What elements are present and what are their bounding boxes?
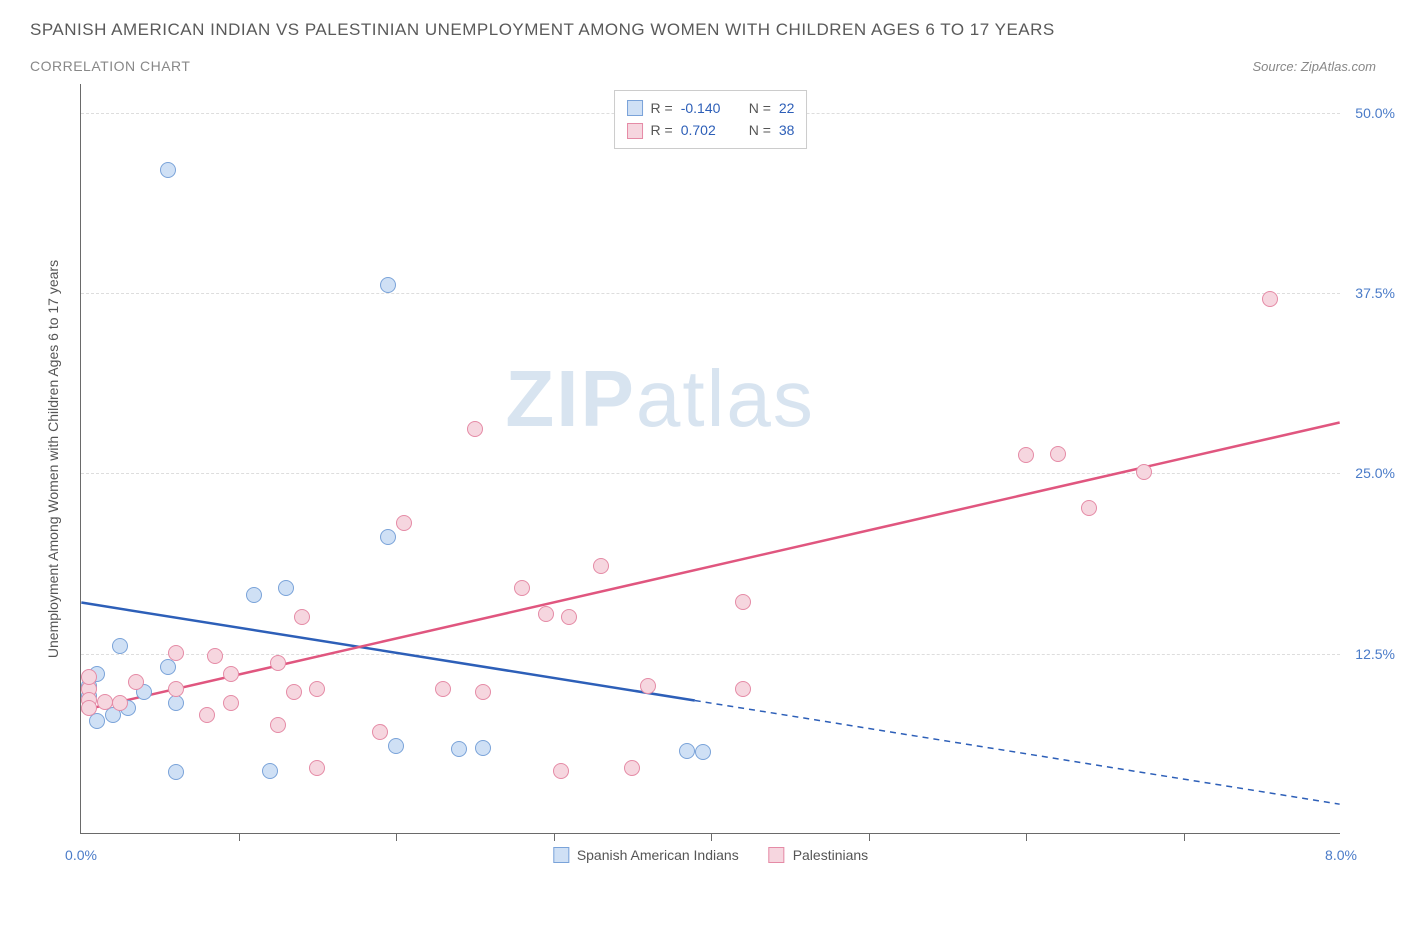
data-point-series-1	[270, 717, 286, 733]
data-point-series-1	[624, 760, 640, 776]
data-point-series-1	[1081, 500, 1097, 516]
data-point-series-0	[475, 740, 491, 756]
data-point-series-1	[538, 606, 554, 622]
data-point-series-1	[1136, 464, 1152, 480]
y-tick-label: 50.0%	[1355, 105, 1395, 121]
data-point-series-1	[128, 674, 144, 690]
swatch-series-0	[627, 100, 643, 116]
data-point-series-1	[735, 681, 751, 697]
legend-stats: R = -0.140 N = 22 R = 0.702 N = 38	[614, 90, 808, 149]
regression-line-1	[81, 422, 1339, 710]
plot-area: ZIPatlas R = -0.140 N = 22 R = 0.702 N =…	[80, 84, 1340, 834]
gridline	[81, 293, 1340, 294]
data-point-series-0	[695, 744, 711, 760]
r-label: R =	[651, 97, 673, 119]
regression-line-dash-0	[695, 700, 1340, 804]
chart-subtitle: CORRELATION CHART	[30, 58, 190, 74]
data-point-series-1	[396, 515, 412, 531]
x-tick	[396, 833, 397, 841]
legend-stats-row-1: R = 0.702 N = 38	[627, 119, 795, 141]
data-point-series-1	[1018, 447, 1034, 463]
series-name-0: Spanish American Indians	[577, 847, 739, 863]
data-point-series-1	[435, 681, 451, 697]
watermark: ZIPatlas	[505, 353, 814, 445]
legend-item-1: Palestinians	[769, 847, 869, 863]
gridline	[81, 654, 1340, 655]
legend-item-0: Spanish American Indians	[553, 847, 739, 863]
data-point-series-1	[735, 594, 751, 610]
data-point-series-0	[160, 162, 176, 178]
y-tick-label: 12.5%	[1355, 646, 1395, 662]
r-value-0: -0.140	[681, 97, 731, 119]
subtitle-row: CORRELATION CHART Source: ZipAtlas.com	[30, 58, 1376, 74]
data-point-series-0	[380, 277, 396, 293]
data-point-series-1	[112, 695, 128, 711]
data-point-series-1	[97, 694, 113, 710]
x-tick	[711, 833, 712, 841]
y-axis-label: Unemployment Among Women with Children A…	[45, 260, 61, 658]
x-tick	[239, 833, 240, 841]
data-point-series-1	[475, 684, 491, 700]
data-point-series-0	[262, 763, 278, 779]
data-point-series-1	[223, 695, 239, 711]
data-point-series-1	[467, 421, 483, 437]
data-point-series-0	[168, 695, 184, 711]
data-point-series-1	[640, 678, 656, 694]
data-point-series-1	[1262, 291, 1278, 307]
data-point-series-1	[81, 669, 97, 685]
swatch-series-0-b	[553, 847, 569, 863]
data-point-series-1	[561, 609, 577, 625]
series-name-1: Palestinians	[793, 847, 869, 863]
data-point-series-1	[168, 681, 184, 697]
legend-series: Spanish American Indians Palestinians	[553, 847, 868, 863]
data-point-series-1	[593, 558, 609, 574]
data-point-series-0	[679, 743, 695, 759]
n-value-0: 22	[779, 97, 795, 119]
chart-container: Unemployment Among Women with Children A…	[30, 84, 1376, 904]
data-point-series-1	[223, 666, 239, 682]
data-point-series-0	[388, 738, 404, 754]
x-tick	[869, 833, 870, 841]
data-point-series-1	[309, 760, 325, 776]
swatch-series-1-b	[769, 847, 785, 863]
data-point-series-1	[270, 655, 286, 671]
data-point-series-0	[168, 764, 184, 780]
data-point-series-0	[160, 659, 176, 675]
data-point-series-1	[199, 707, 215, 723]
data-point-series-1	[207, 648, 223, 664]
r-value-1: 0.702	[681, 119, 731, 141]
data-point-series-1	[553, 763, 569, 779]
data-point-series-0	[380, 529, 396, 545]
data-point-series-0	[246, 587, 262, 603]
x-tick	[554, 833, 555, 841]
x-tick-label-right: 8.0%	[1325, 847, 1357, 863]
data-point-series-0	[112, 638, 128, 654]
data-point-series-1	[309, 681, 325, 697]
data-point-series-1	[81, 700, 97, 716]
data-point-series-1	[286, 684, 302, 700]
data-point-series-1	[168, 645, 184, 661]
n-value-1: 38	[779, 119, 795, 141]
n-label: N =	[749, 97, 771, 119]
data-point-series-0	[278, 580, 294, 596]
chart-title: SPANISH AMERICAN INDIAN VS PALESTINIAN U…	[30, 20, 1376, 40]
y-tick-label: 37.5%	[1355, 285, 1395, 301]
x-tick-label-left: 0.0%	[65, 847, 97, 863]
data-point-series-1	[514, 580, 530, 596]
y-tick-label: 25.0%	[1355, 465, 1395, 481]
n-label: N =	[749, 119, 771, 141]
data-point-series-1	[372, 724, 388, 740]
r-label: R =	[651, 119, 673, 141]
source-label: Source: ZipAtlas.com	[1252, 59, 1376, 74]
x-tick	[1026, 833, 1027, 841]
swatch-series-1	[627, 123, 643, 139]
legend-stats-row-0: R = -0.140 N = 22	[627, 97, 795, 119]
data-point-series-1	[294, 609, 310, 625]
data-point-series-0	[451, 741, 467, 757]
x-tick	[1184, 833, 1185, 841]
data-point-series-1	[1050, 446, 1066, 462]
